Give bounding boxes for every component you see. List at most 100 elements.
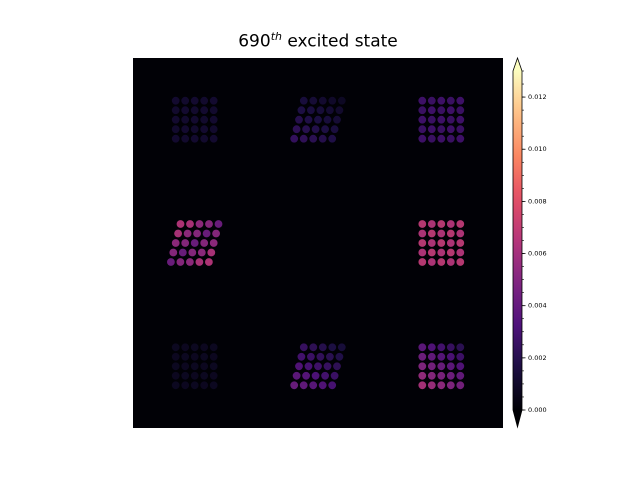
lattice-site (307, 106, 315, 115)
lattice-site (190, 115, 199, 124)
lattice-site (171, 362, 180, 371)
lattice-site (418, 362, 427, 371)
lattice-site (209, 362, 218, 371)
lattice-site (456, 134, 465, 143)
lattice-site (171, 115, 180, 124)
lattice-site (330, 371, 339, 380)
lattice-site (333, 115, 341, 124)
lattice-site (427, 229, 436, 238)
lattice-site (205, 258, 213, 266)
panel-r2-c2 (418, 343, 465, 390)
lattice-site (418, 239, 427, 247)
lattice-site (456, 125, 465, 134)
lattice-site (171, 125, 180, 134)
lattice-site (446, 362, 455, 371)
lattice-site (200, 96, 209, 105)
colorbar-tick-label: 0.004 (528, 302, 547, 310)
lattice-site (456, 343, 465, 352)
lattice-site (181, 125, 190, 134)
lattice-site (446, 106, 455, 115)
lattice-site (456, 258, 465, 266)
lattice-site (446, 239, 455, 247)
colorbar-tick-label: 0.006 (528, 250, 547, 258)
lattice-site (318, 134, 327, 143)
lattice-site (181, 106, 190, 115)
panel-r0-c1 (290, 96, 346, 143)
lattice-site (171, 381, 180, 390)
lattice-site (456, 229, 465, 238)
lattice-site (456, 96, 465, 105)
lattice-site (418, 229, 427, 238)
lattice-site (174, 229, 183, 238)
lattice-site (183, 229, 192, 238)
lattice-site (214, 220, 223, 228)
lattice-site (456, 106, 465, 115)
panel-r1-c2 (418, 220, 465, 266)
lattice-site (212, 229, 221, 238)
lattice-site (171, 239, 180, 247)
lattice-site (181, 371, 190, 380)
lattice-site (427, 248, 436, 257)
lattice-site (205, 220, 213, 228)
lattice-site (456, 220, 465, 228)
lattice-site (446, 258, 455, 266)
lattice-site (200, 352, 209, 361)
lattice-site (446, 381, 455, 390)
title-superscript: th (270, 30, 282, 43)
lattice-site (446, 371, 455, 380)
lattice-site (316, 352, 325, 361)
lattice-site (318, 343, 327, 352)
lattice-site (190, 134, 199, 143)
lattice-site (209, 125, 218, 134)
lattice-site (418, 96, 427, 105)
lattice-site (456, 352, 465, 361)
lattice-site (418, 343, 427, 352)
lattice-site (307, 352, 315, 361)
lattice-site (418, 125, 427, 134)
lattice-site (299, 381, 308, 390)
lattice-site (437, 258, 446, 266)
lattice-site (197, 248, 206, 257)
lattice-site (207, 248, 216, 257)
lattice-site (437, 96, 446, 105)
lattice-site (169, 248, 178, 257)
lattice-site (209, 371, 218, 380)
lattice-site (181, 239, 190, 247)
lattice-site (326, 352, 334, 361)
lattice-site (309, 381, 318, 390)
lattice-site (437, 352, 446, 361)
lattice-site (446, 115, 455, 124)
lattice-site (190, 371, 199, 380)
lattice-site (328, 134, 337, 143)
lattice-site (200, 343, 209, 352)
lattice-site (456, 362, 465, 371)
lattice-site (209, 115, 218, 124)
lattice-site (437, 115, 446, 124)
lattice-site (193, 229, 202, 238)
lattice-site (446, 134, 455, 143)
lattice-site (335, 106, 344, 115)
panel-r2-c0 (171, 343, 218, 390)
lattice-site (314, 115, 322, 124)
lattice-site (427, 362, 436, 371)
lattice-site (318, 96, 327, 105)
colorbar-tick-label: 0.008 (528, 197, 547, 205)
lattice-site (427, 106, 436, 115)
panel-r2-c1 (290, 343, 346, 390)
lattice-site (190, 125, 199, 134)
lattice-site (200, 239, 209, 247)
lattice-site (290, 381, 299, 390)
colorbar: 0.000 0.002 0.004 0.006 0.008 0.010 0.012 (512, 56, 547, 429)
colorbar-tick-label: 0.010 (528, 145, 547, 153)
lattice-site (297, 352, 306, 361)
lattice-site (437, 239, 446, 247)
title-rest: excited state (281, 31, 398, 52)
lattice-site (297, 106, 306, 115)
colorbar-tick-label: 0.012 (528, 93, 547, 101)
lattice-site (190, 381, 199, 390)
lattice-site (323, 362, 332, 371)
lattice-site (188, 248, 197, 257)
lattice-site (456, 381, 465, 390)
lattice-site (302, 125, 310, 134)
